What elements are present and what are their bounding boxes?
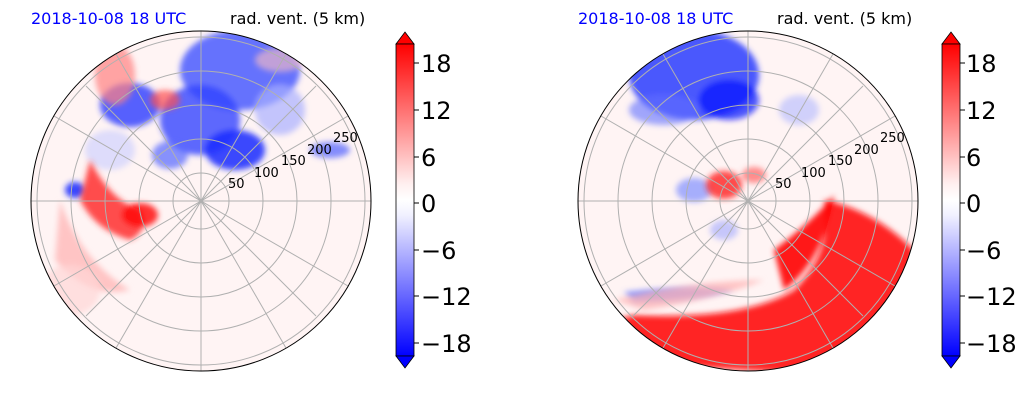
- radial-label-50: 50: [775, 177, 792, 192]
- radial-label-100: 100: [254, 166, 279, 181]
- colorbar-tick: 6: [966, 144, 981, 172]
- polar-grid: [31, 31, 371, 371]
- variable-label: rad. vent. (5 km): [777, 9, 913, 28]
- colorbar-tick: 0: [966, 190, 981, 218]
- colorbar-tick: −18: [966, 330, 1017, 358]
- colorbar-tick: −12: [966, 283, 1017, 311]
- polar-chart-svg: 50 100 150 200 250 18 12 6 0 −6 −12 −18: [577, 30, 1017, 372]
- colorbar-tick: 12: [421, 97, 452, 125]
- colorbar-tick: −6: [421, 237, 456, 265]
- colorbar-tick: 18: [966, 50, 997, 78]
- polar-plot-right: 2018-10-08 18 UTC rad. vent. (5 km): [514, 0, 1028, 401]
- radial-label-50: 50: [228, 177, 245, 192]
- colorbar-tick: −6: [966, 237, 1001, 265]
- radial-label-150: 150: [281, 154, 306, 169]
- date-label: 2018-10-08 18 UTC: [31, 9, 187, 28]
- polar-frame: [30, 30, 372, 372]
- field-layer: [40, 31, 350, 315]
- radial-label-200: 200: [854, 143, 879, 158]
- colorbar-tick: 6: [421, 144, 436, 172]
- polar-plot-left: 2018-10-08 18 UTC rad. vent. (5 km): [30, 9, 472, 372]
- variable-label: rad. vent. (5 km): [230, 9, 366, 28]
- date-label: 2018-10-08 18 UTC: [578, 9, 734, 28]
- colorbar-tick: −18: [421, 330, 472, 358]
- colorbar-tick: −12: [421, 283, 472, 311]
- colorbar-tick: 12: [966, 97, 997, 125]
- radial-label-150: 150: [828, 154, 853, 169]
- colorbar-tick: 18: [421, 50, 452, 78]
- radial-label-200: 200: [307, 143, 332, 158]
- polar-chart-svg: 50 100 150 200 250 18 12 6 0 −6 −12: [30, 30, 472, 372]
- colorbar: 18 12 6 0 −6 −12 −18: [395, 31, 472, 369]
- radial-label-250: 250: [333, 131, 358, 146]
- radial-label-250: 250: [880, 131, 905, 146]
- colorbar-tick: 0: [421, 190, 436, 218]
- polar-grid: [578, 31, 918, 371]
- polar-frame: [577, 30, 919, 372]
- radial-label-100: 100: [801, 166, 826, 181]
- colorbar: 18 12 6 0 −6 −12 −18: [941, 31, 1017, 369]
